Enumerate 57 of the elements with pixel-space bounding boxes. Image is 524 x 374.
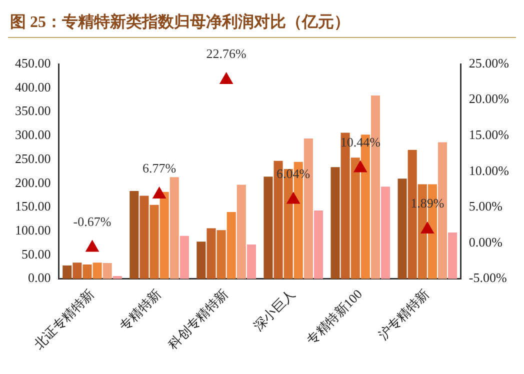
- x-tick-label: 沪专精特新: [375, 286, 432, 343]
- bar: [180, 236, 189, 279]
- x-tick-label: 深小巨人: [250, 286, 298, 334]
- bar: [264, 176, 273, 279]
- data-label: -0.67%: [73, 214, 112, 229]
- bar: [314, 210, 324, 279]
- bar: [350, 158, 360, 279]
- point: [354, 160, 367, 172]
- bar: [102, 263, 112, 279]
- y2-tick-label: 5.00%: [468, 198, 503, 214]
- y-tick-label: 250.00: [15, 150, 51, 166]
- bar: [226, 212, 236, 279]
- y-tick-label: 150.00: [15, 198, 51, 214]
- bar: [330, 167, 340, 279]
- bar: [72, 262, 82, 279]
- point: [152, 187, 166, 199]
- x-tick-label: 科创专精特新: [165, 286, 231, 352]
- bar: [140, 196, 149, 279]
- bar: [216, 230, 226, 279]
- bar: [130, 190, 139, 279]
- point: [420, 222, 434, 234]
- bar: [196, 242, 206, 279]
- y-tick-label: 300.00: [15, 127, 51, 142]
- y2-tick-label: 0.00%: [468, 234, 503, 250]
- bar: [398, 178, 407, 279]
- y-tick-label: 200.00: [15, 174, 51, 190]
- x-tick-label: 专精特新100: [304, 286, 365, 348]
- point: [286, 192, 300, 204]
- bar: [380, 186, 390, 279]
- x-tick-label: 北证专精特新: [31, 286, 97, 352]
- y-tick-label: 100.00: [15, 222, 51, 238]
- y2-tick-label: 20.00%: [468, 91, 510, 106]
- y-tick-label: 0.00: [28, 270, 51, 286]
- bar: [170, 177, 179, 279]
- bar: [150, 204, 159, 279]
- chart-title: 图 25：专精特新类指数归母净利润对比（亿元）: [8, 8, 516, 38]
- y-tick-label: 400.00: [15, 79, 51, 94]
- bar: [448, 232, 458, 279]
- bar: [82, 264, 92, 279]
- y-tick-label: 450.00: [15, 55, 51, 70]
- point: [220, 72, 233, 84]
- y2-tick-label: 25.00%: [468, 55, 510, 70]
- point: [86, 240, 99, 252]
- bar: [92, 262, 102, 279]
- bar: [206, 228, 216, 279]
- y2-tick-label: 15.00%: [468, 127, 510, 142]
- x-tick-label: 专精特新: [116, 286, 164, 334]
- bar: [236, 184, 246, 279]
- y-tick-label: 350.00: [15, 103, 51, 118]
- data-label: 6.77%: [142, 160, 176, 176]
- y2-tick-label: -5.00%: [468, 270, 507, 286]
- y-tick-label: 50.00: [22, 246, 51, 262]
- data-label: 22.76%: [206, 46, 247, 62]
- bar: [246, 244, 256, 279]
- bar: [160, 192, 169, 279]
- bar: [62, 265, 72, 279]
- y2-tick-label: 10.00%: [468, 162, 510, 178]
